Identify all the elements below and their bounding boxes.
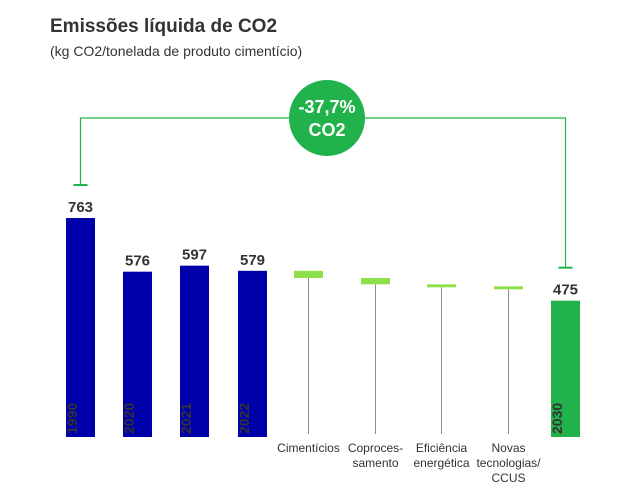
chart-title: Emissões líquida de CO2 [50, 16, 278, 37]
bar-2022 [238, 270, 267, 437]
value-label-2030: 475 [553, 282, 578, 299]
bar-2020 [123, 271, 152, 437]
reduction-bar-2 [427, 284, 456, 288]
bar-1990 [66, 218, 95, 437]
reduction-label-3: Novas [491, 441, 525, 455]
change-badge [289, 80, 365, 156]
value-label-1990: 763 [68, 199, 93, 216]
value-label-2022: 579 [240, 252, 265, 269]
bar-2030 [551, 300, 580, 437]
value-label-2020: 576 [125, 253, 150, 270]
chart-subtitle: (kg CO2/tonelada de produto cimentício) [50, 43, 303, 59]
year-label-1990: 1990 [64, 403, 80, 434]
value-label-2021: 597 [182, 247, 207, 264]
reduction-bar-3 [494, 286, 523, 290]
reduction-label-2: Eficiência [416, 441, 468, 455]
reduction-label-3: CCUS [491, 471, 525, 485]
year-label-2021: 2021 [178, 403, 194, 434]
reduction-label-1: samento [352, 456, 398, 470]
year-label-2020: 2020 [121, 403, 137, 434]
reduction-bar-1 [361, 278, 390, 285]
change-unit: CO2 [308, 120, 345, 140]
year-label-2030: 2030 [549, 403, 565, 434]
reduction-label-0: Cimentícios [277, 441, 340, 455]
change-percent: -37,7% [298, 97, 355, 117]
reduction-label-2: energética [413, 456, 469, 470]
year-label-2022: 2022 [236, 403, 252, 434]
reduction-bar-0 [294, 270, 323, 279]
reduction-label-1: Coproces- [348, 441, 403, 455]
reduction-label-3: tecnologias/ [476, 456, 541, 470]
bar-2021 [180, 265, 209, 437]
